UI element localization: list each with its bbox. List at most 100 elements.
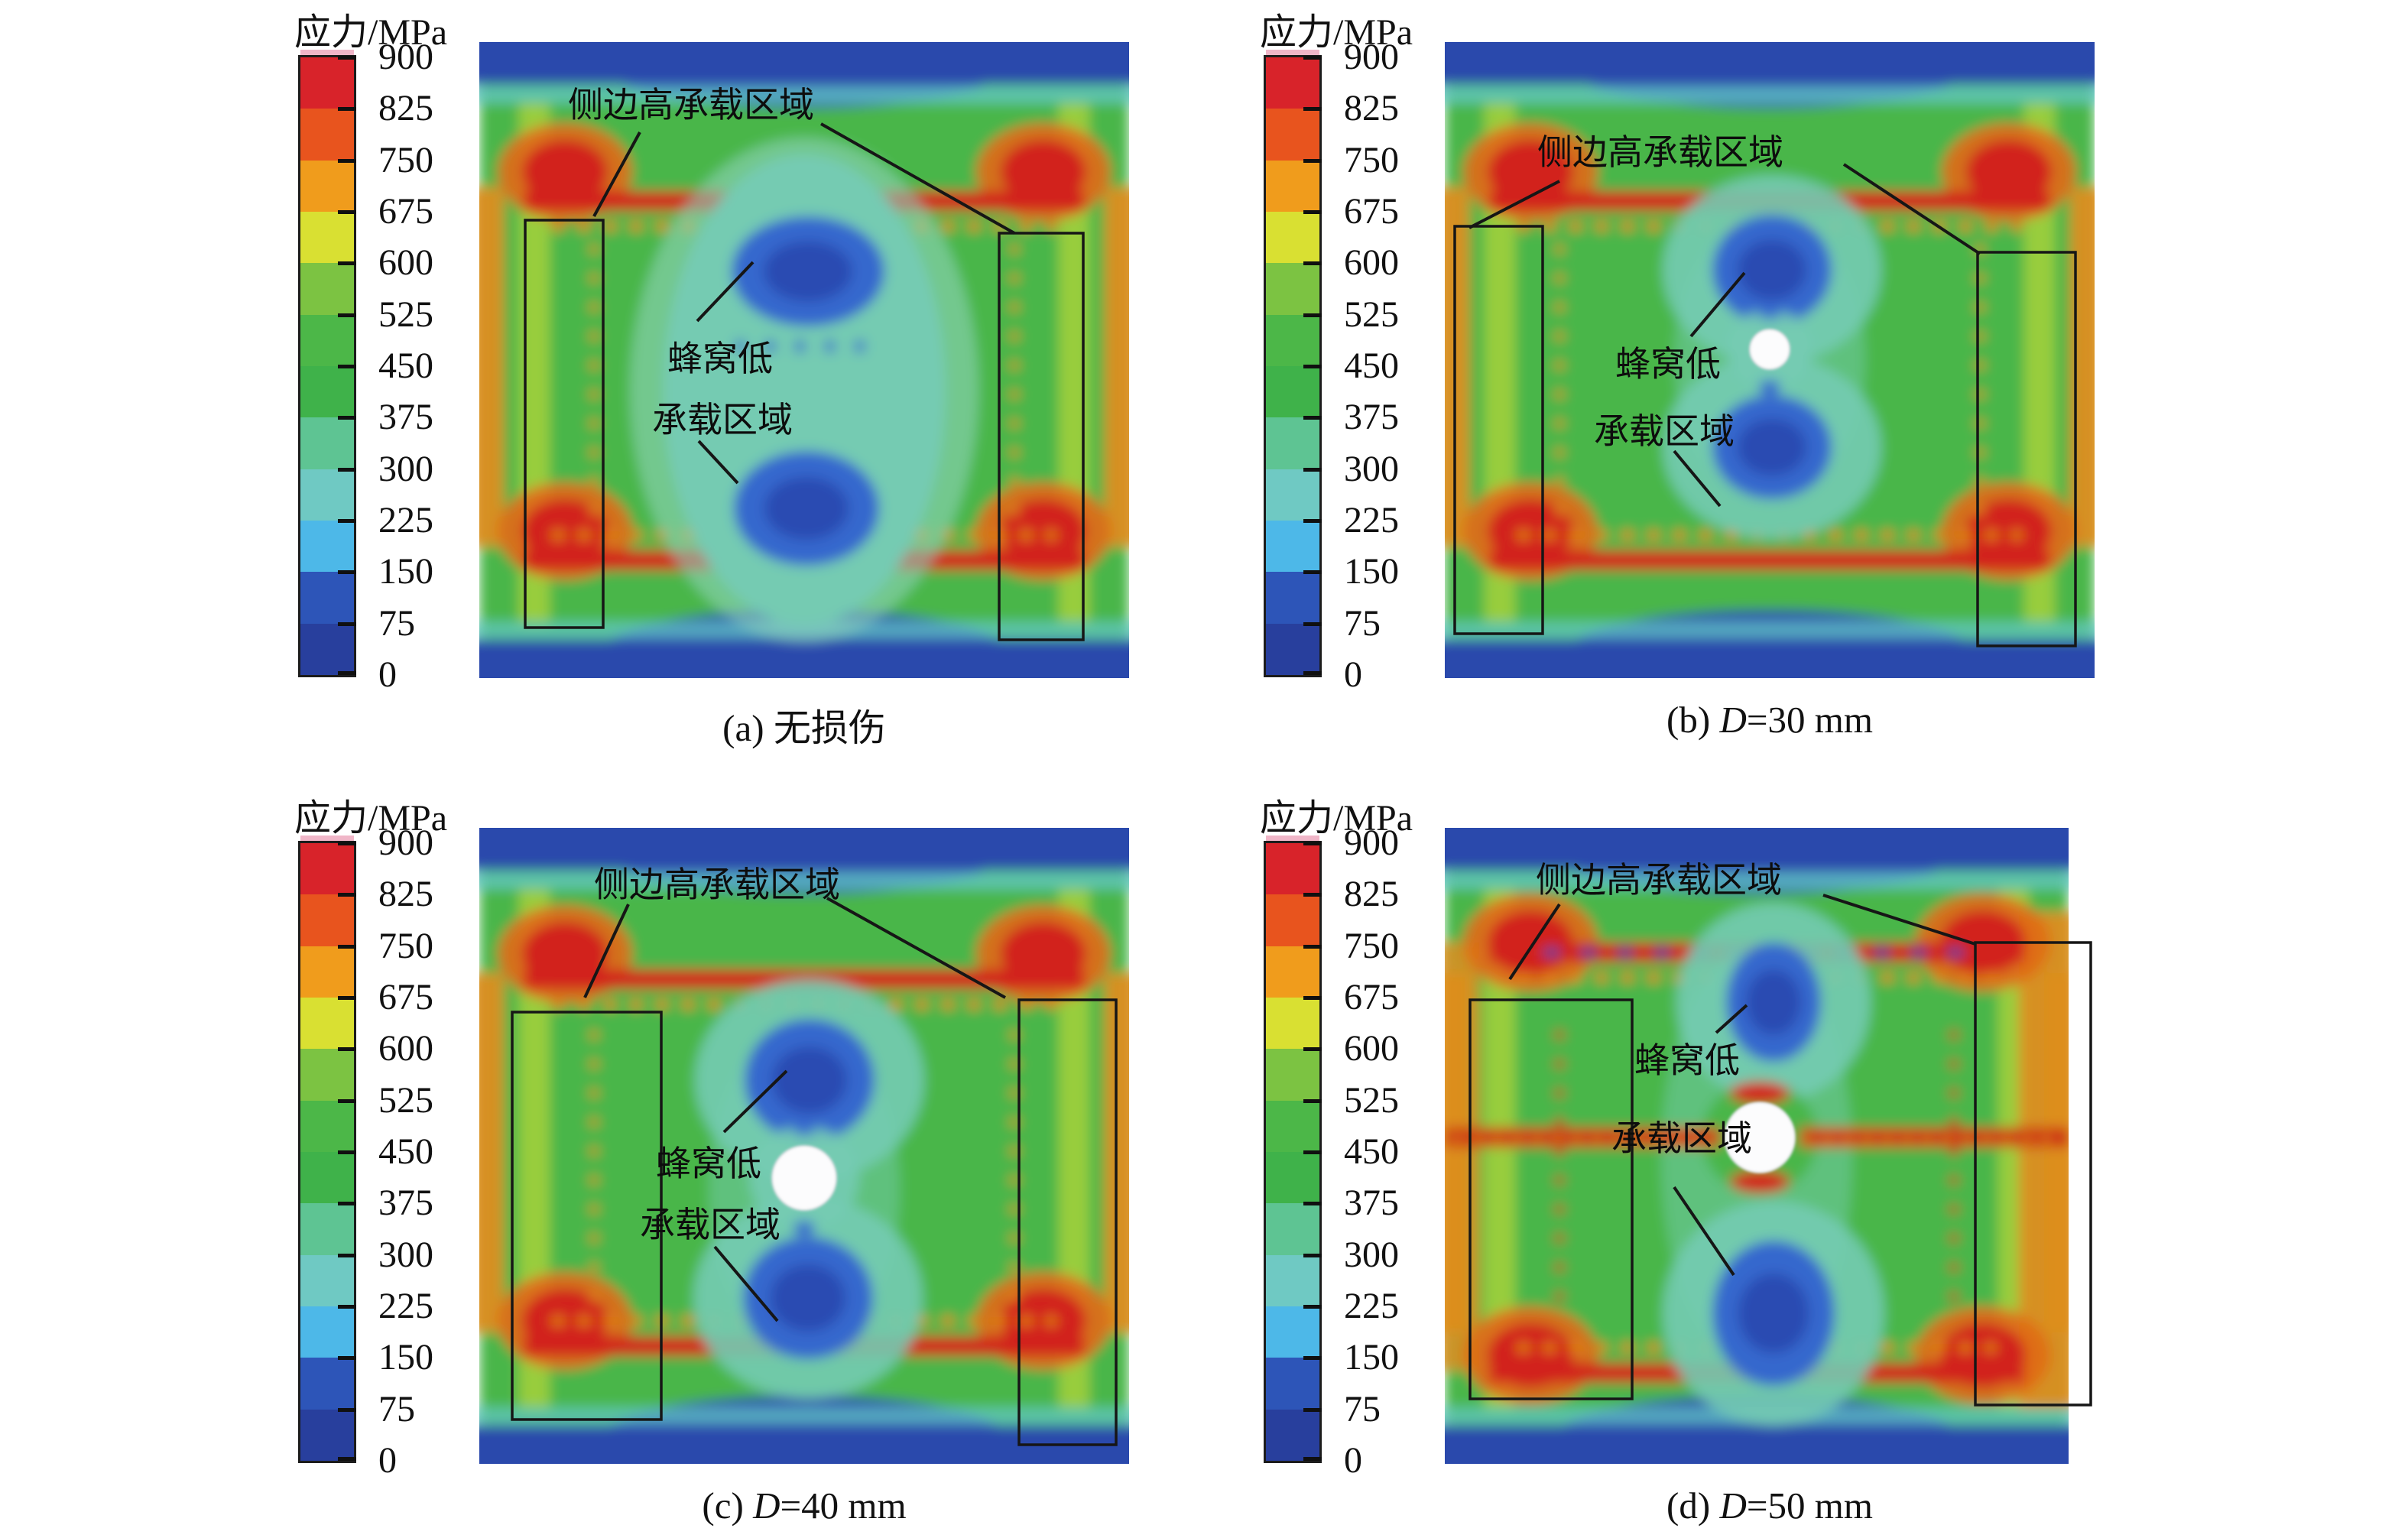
side-high-load-region-label: 侧边高承载区域 xyxy=(594,865,840,904)
colorbar-tick xyxy=(1303,1098,1322,1103)
annotation-leader-line xyxy=(697,440,739,485)
colorbar-tick-label: 225 xyxy=(1344,1286,1399,1326)
colorbar-tick xyxy=(1303,107,1322,112)
colorbar-tick xyxy=(338,365,356,368)
colorbar-band xyxy=(300,1203,354,1255)
colorbar-tick-label: 150 xyxy=(1344,1337,1399,1378)
colorbar-band xyxy=(1266,1306,1319,1358)
legend-c: 应力/MPa 900 825 750 675 600 525 450 375 300 225 150… xyxy=(294,786,479,1481)
honeycomb-low-load-label-line2: 承载区域 xyxy=(652,401,793,440)
left-highlight-rect xyxy=(1453,225,1544,635)
colorbar-band xyxy=(300,314,354,366)
colorbar-band xyxy=(300,572,354,624)
colorbar-tick xyxy=(1303,1356,1322,1361)
colorbar-band xyxy=(300,946,354,998)
colorbar-tick-label: 675 xyxy=(378,977,433,1017)
colorbar-tick xyxy=(338,996,356,1000)
colorbar-tick-label: 825 xyxy=(1344,874,1399,915)
colorbar-tick-label: 750 xyxy=(1344,925,1399,966)
legend-b: 应力/MPa 900 825 750 675 600 525 450 375 300 225 150… xyxy=(1260,0,1445,695)
colorbar-tick-label: 450 xyxy=(1344,346,1399,386)
colorbar-band xyxy=(1266,109,1319,161)
colorbar-tick xyxy=(1303,1202,1322,1206)
colorbar-tick xyxy=(338,1098,356,1103)
colorbar-tick-label: 225 xyxy=(378,500,433,540)
right-highlight-rect xyxy=(1017,998,1118,1446)
caption-variable: D xyxy=(753,1484,780,1527)
colorbar-band xyxy=(1266,263,1319,315)
colorbar-tick xyxy=(338,1457,356,1461)
colorbar-tick xyxy=(338,467,356,472)
annotation-leader-line xyxy=(1689,271,1746,338)
colorbar-band xyxy=(300,1306,354,1358)
legend-body: 900 825 750 675 600 525 450 375 300 225 150 75 0 xyxy=(1260,823,1445,1481)
colorbar-band xyxy=(1266,1409,1319,1461)
colorbar-band xyxy=(300,365,354,418)
colorbar-tick-label: 450 xyxy=(378,1131,433,1172)
colorbar-tick-label: 375 xyxy=(1344,397,1399,438)
colorbar-tick xyxy=(338,570,356,575)
colorbar-band xyxy=(1266,894,1319,946)
colorbar-tick xyxy=(338,1356,356,1361)
colorbar-tick xyxy=(1303,158,1322,163)
colorbar-band xyxy=(1266,1203,1319,1255)
colorbar-band xyxy=(1266,623,1319,675)
annotation-leader-line xyxy=(826,897,1006,999)
colorbar-tick xyxy=(1303,1407,1322,1412)
colorbar-band xyxy=(300,623,354,675)
annotation-leader-line xyxy=(592,131,641,217)
colorbar-band xyxy=(1266,57,1319,109)
colorbar-tick xyxy=(338,1305,356,1309)
colorbar-tick xyxy=(1303,893,1322,897)
legend-d: 应力/MPa 900 825 750 675 600 525 450 375 300 225 150… xyxy=(1260,786,1445,1481)
caption-prefix: (d) xyxy=(1666,1484,1720,1527)
colorbar-tick-label: 300 xyxy=(1344,1234,1399,1275)
colorbar-tick-label: 0 xyxy=(1344,654,1362,695)
honeycomb-low-load-label-line2: 承载区域 xyxy=(1611,1119,1752,1158)
honeycomb-low-load-label-line1: 蜂窝低 xyxy=(656,1144,761,1183)
colorbar xyxy=(298,841,356,1463)
honeycomb-low-load-label-line1: 蜂窝低 xyxy=(1634,1041,1740,1080)
colorbar-tick-label: 600 xyxy=(378,1028,433,1069)
side-high-load-region-label: 侧边高承载区域 xyxy=(568,86,814,125)
colorbar-tick-label: 300 xyxy=(378,1234,433,1275)
caption-variable: D xyxy=(1719,699,1747,741)
annotation-leader-line xyxy=(1822,894,1976,946)
side-high-load-region-label: 侧边高承载区域 xyxy=(1537,133,1783,172)
right-highlight-rect xyxy=(998,232,1085,641)
caption-d: (d) D=50 mm xyxy=(1445,1484,2095,1527)
colorbar xyxy=(1264,55,1322,677)
colorbar-tick-label: 225 xyxy=(378,1286,433,1326)
colorbar-tick-label: 0 xyxy=(378,1440,397,1481)
colorbar-tick xyxy=(338,261,356,266)
legend-title: 应力/MPa xyxy=(294,12,448,53)
colorbar-tick xyxy=(1303,996,1322,1000)
colorbar-tick-label: 150 xyxy=(378,551,433,592)
colorbar-tick-label: 525 xyxy=(1344,1079,1399,1121)
panel-c: 应力/MPa 900 825 750 675 600 525 450 375 300 225 150… xyxy=(294,786,1129,1527)
colorbar-top-cap xyxy=(300,50,354,55)
colorbar-band xyxy=(1266,520,1319,573)
colorbar-band xyxy=(1266,365,1319,418)
honeycomb-low-load-label-line2: 承载区域 xyxy=(640,1205,780,1244)
annotation-leader-line xyxy=(1842,163,1981,255)
colorbar-tick xyxy=(1303,621,1322,626)
colorbar-tick-label: 75 xyxy=(378,602,415,644)
colorbar-tick xyxy=(1303,1457,1322,1461)
colorbar-tick xyxy=(1303,467,1322,472)
colorbar-tick-label: 450 xyxy=(1344,1131,1399,1172)
legend-a: 应力/MPa 900 825 750 675 600 525 450 375 300 225 150… xyxy=(294,0,479,695)
annotation-leader-line xyxy=(1673,1186,1735,1277)
honeycomb-low-load-label-line1: 蜂窝低 xyxy=(1615,345,1721,384)
colorbar-band xyxy=(1266,572,1319,624)
plot-area-a: 侧边高承载区域 蜂窝低 承载区域 (a) 无损伤 xyxy=(479,0,1129,752)
colorbar-tick-label: 900 xyxy=(1344,823,1399,863)
colorbar-tick xyxy=(338,1202,356,1206)
plot-area-b: 侧边高承载区域 蜂窝低 承载区域 (b) D=30 mm xyxy=(1445,0,2095,741)
legend-body: 900 825 750 675 600 525 450 375 300 225 150 75 0 xyxy=(294,37,479,695)
caption-value: =30 mm xyxy=(1746,699,1873,741)
damage-hole xyxy=(1724,1102,1796,1173)
damage-hole xyxy=(771,1145,837,1211)
